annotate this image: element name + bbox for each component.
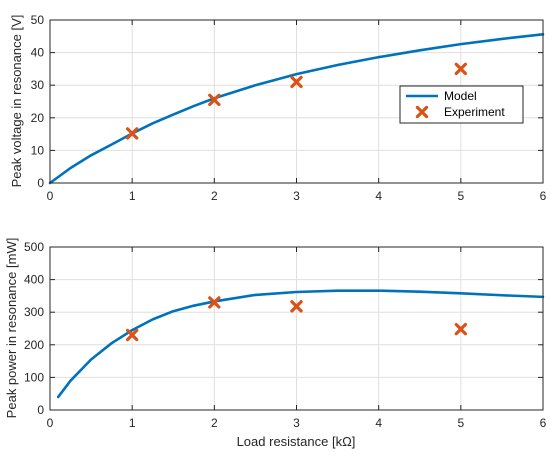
voltage-y-tick-label: 0 bbox=[37, 176, 44, 190]
voltage-x-tick-label: 3 bbox=[293, 189, 300, 203]
voltage-y-tick-label: 30 bbox=[31, 78, 45, 92]
voltage-plot: 0 1 2 3 4 5 6 0 10 20 30 40 50 Model Experiment Peak vo… bbox=[9, 13, 547, 203]
voltage-x-tick-label: 6 bbox=[540, 189, 547, 203]
voltage-legend-experiment-label: Experiment bbox=[444, 105, 505, 119]
power-experiment-marker bbox=[290, 300, 303, 313]
voltage-experiment-marker bbox=[125, 127, 139, 140]
power-y-axis-label: Peak power in resonance [mW] bbox=[4, 238, 19, 419]
power-x-tick-label: 2 bbox=[211, 416, 218, 430]
power-x-tick-label: 5 bbox=[457, 416, 464, 430]
voltage-experiment-marker bbox=[208, 93, 221, 107]
voltage-y-tick-label: 10 bbox=[31, 143, 45, 157]
power-x-tick-label: 4 bbox=[375, 416, 382, 430]
x-axis-label: Load resistance [kΩ] bbox=[237, 434, 356, 449]
voltage-legend-box bbox=[399, 85, 524, 124]
voltage-experiment-marker bbox=[290, 75, 303, 89]
voltage-y-tick-label: 20 bbox=[31, 111, 45, 125]
power-experiment-marker bbox=[454, 322, 468, 336]
power-y-tick-label: 400 bbox=[24, 273, 44, 287]
power-x-tick-label: 3 bbox=[293, 416, 300, 430]
power-experiment-marker bbox=[125, 328, 139, 342]
voltage-legend-experiment-swatch bbox=[415, 105, 429, 119]
voltage-y-axis-label: Peak voltage in resonance [V] bbox=[9, 15, 24, 188]
power-y-tick-label: 200 bbox=[24, 338, 44, 352]
voltage-x-tick-label: 5 bbox=[457, 189, 464, 203]
power-experiment-marker bbox=[208, 296, 221, 309]
power-x-tick-label: 0 bbox=[47, 416, 54, 430]
power-x-tick-label: 1 bbox=[129, 416, 136, 430]
power-y-tick-label: 100 bbox=[24, 370, 44, 384]
power-y-tick-label: 0 bbox=[37, 403, 44, 417]
voltage-experiment-marker bbox=[454, 62, 468, 76]
voltage-x-tick-label: 2 bbox=[211, 189, 218, 203]
voltage-y-tick-label: 50 bbox=[31, 13, 45, 27]
voltage-legend-model-label: Model bbox=[444, 89, 477, 103]
voltage-y-tick-label: 40 bbox=[31, 46, 45, 60]
power-plot: 0 1 2 3 4 5 6 0 100 200 300 400 500 Peak power in res… bbox=[4, 238, 547, 449]
power-y-tick-label: 300 bbox=[24, 305, 44, 319]
voltage-x-tick-label: 4 bbox=[375, 189, 382, 203]
power-y-tick-label: 500 bbox=[24, 240, 44, 254]
power-x-tick-label: 6 bbox=[540, 416, 547, 430]
voltage-legend: Model Experiment bbox=[399, 85, 524, 124]
voltage-x-tick-label: 0 bbox=[47, 189, 54, 203]
voltage-x-tick-label: 1 bbox=[129, 189, 136, 203]
